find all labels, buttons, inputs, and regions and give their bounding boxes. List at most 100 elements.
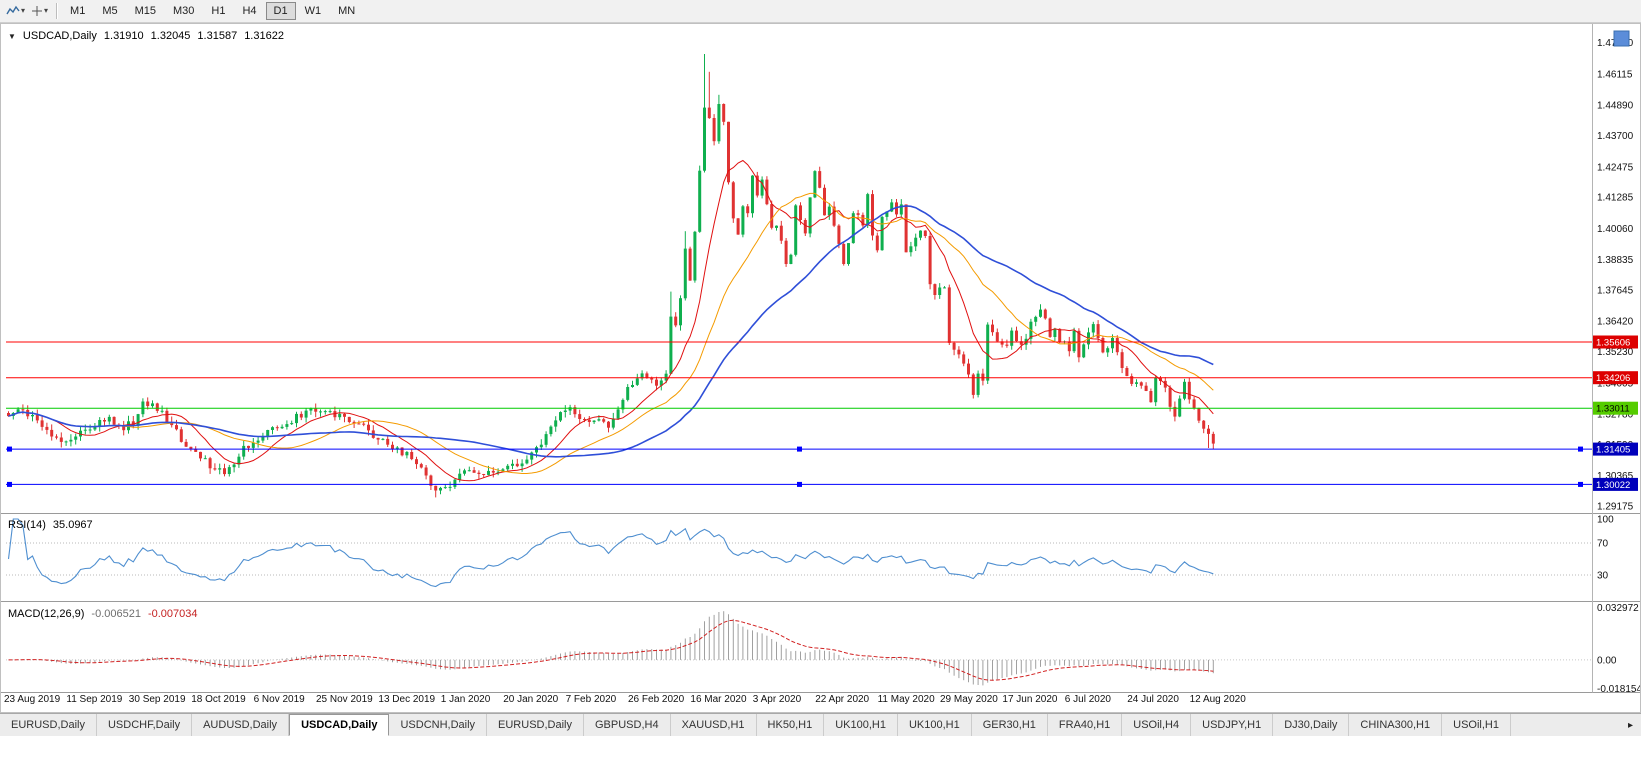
- price-tick-label: 1.35230: [1597, 347, 1634, 358]
- chart-tab-gbpusd-h4[interactable]: GBPUSD,H4: [584, 714, 671, 736]
- candle: [904, 204, 908, 253]
- candle: [314, 403, 318, 418]
- chart-canvas[interactable]: 1.473401.461151.448901.437001.424751.412…: [0, 23, 1641, 713]
- candle: [391, 441, 394, 453]
- candle: [251, 438, 255, 453]
- line-handle[interactable]: [797, 481, 802, 487]
- macd-signal-line: [8, 619, 1214, 681]
- candle: [717, 94, 721, 144]
- candle: [1211, 431, 1215, 449]
- chart-tab-usdjpy-h1[interactable]: USDJPY,H1: [1191, 714, 1274, 736]
- line-handle[interactable]: [1578, 446, 1583, 452]
- candle: [952, 341, 956, 356]
- date-label: 12 Aug 2020: [1190, 694, 1247, 705]
- chart-tab-usoil-h4[interactable]: USOil,H4: [1122, 714, 1192, 736]
- scrollbar-thumb[interactable]: [1613, 30, 1630, 47]
- candle: [712, 114, 716, 146]
- candle: [405, 451, 409, 459]
- candle: [573, 404, 577, 418]
- horizontal-line-1.31405[interactable]: [6, 446, 1592, 452]
- candle: [664, 370, 668, 384]
- candle: [539, 439, 543, 450]
- candle: [621, 398, 625, 414]
- chart-tab-usdchf-daily[interactable]: USDCHF,Daily: [97, 714, 193, 736]
- candle: [175, 419, 178, 431]
- line-handle[interactable]: [797, 446, 802, 452]
- candle: [271, 426, 274, 435]
- chart-tab-dj30-daily[interactable]: DJ30,Daily: [1273, 714, 1350, 736]
- candle: [50, 424, 54, 441]
- candle: [146, 397, 150, 410]
- chart-symbol-label: USDCAD,Daily: [22, 30, 97, 42]
- candle: [1058, 328, 1062, 344]
- crosshair-dropdown[interactable]: ▾: [28, 3, 51, 19]
- candle: [866, 192, 870, 228]
- candle: [967, 358, 970, 378]
- candle: [751, 175, 754, 218]
- chart-dropdown-icon[interactable]: ▼: [8, 31, 16, 41]
- timeframe-button-h4[interactable]: H4: [242, 5, 257, 17]
- candle: [386, 435, 390, 447]
- timeframe-button-m1[interactable]: M1: [70, 5, 86, 17]
- tab-scroll-right-button[interactable]: ▸: [1627, 719, 1633, 731]
- candle: [568, 404, 572, 415]
- candle: [746, 204, 750, 218]
- svg-text:1.30022: 1.30022: [1596, 480, 1630, 491]
- chart-type-dropdown[interactable]: ▾: [3, 3, 28, 19]
- candle: [736, 218, 740, 235]
- line-handle[interactable]: [7, 481, 12, 487]
- chart-tab-usoil-h1[interactable]: USOil,H1: [1442, 714, 1511, 736]
- chart-tab-usdcad-daily[interactable]: USDCAD,Daily: [289, 714, 390, 736]
- macd-scale-max: 0.032972: [1597, 603, 1639, 614]
- toolbar-separator: [56, 3, 58, 19]
- timeframe-button-h1[interactable]: H1: [211, 5, 226, 17]
- timeframe-button-m5[interactable]: M5: [102, 5, 118, 17]
- chart-tab-usdcnh-daily[interactable]: USDCNH,Daily: [389, 714, 488, 736]
- chart-tab-uk100-h1[interactable]: UK100,H1: [898, 714, 972, 736]
- chart-tab-uk100-h1[interactable]: UK100,H1: [824, 714, 898, 736]
- candle: [679, 295, 682, 331]
- chart-tab-xauusd-h1[interactable]: XAUUSD,H1: [671, 714, 757, 736]
- timeframe-button-d1[interactable]: D1: [265, 2, 296, 20]
- candle: [976, 370, 980, 398]
- timeframe-button-m30[interactable]: M30: [173, 5, 195, 17]
- chart-tab-china300-h1[interactable]: CHINA300,H1: [1349, 714, 1443, 736]
- chart-tab-ger30-h1[interactable]: GER30,H1: [972, 714, 1048, 736]
- candle: [266, 429, 270, 440]
- candle: [328, 409, 332, 414]
- chart-tab-eurusd-daily[interactable]: EURUSD,Daily: [0, 714, 97, 736]
- candle: [669, 291, 673, 374]
- timeframe-button-m15[interactable]: M15: [134, 5, 156, 17]
- candle: [1130, 373, 1134, 387]
- date-label: 3 Apr 2020: [753, 694, 802, 705]
- candle: [319, 409, 322, 417]
- line-handle[interactable]: [1578, 481, 1583, 487]
- horizontal-line-1.30022[interactable]: [6, 481, 1592, 487]
- line-handle[interactable]: [7, 446, 12, 452]
- chart-tab-fra40-h1[interactable]: FRA40,H1: [1048, 714, 1123, 736]
- candle: [693, 230, 697, 283]
- timeframe-button-mn[interactable]: MN: [338, 5, 356, 17]
- chart-title: ▼ USDCAD,Daily 1.31910 1.32045 1.31587 1…: [8, 30, 284, 42]
- date-label: 6 Jul 2020: [1065, 694, 1112, 705]
- candle: [381, 438, 385, 441]
- chart-tab-eurusd-daily[interactable]: EURUSD,Daily: [487, 714, 584, 736]
- candle: [1192, 396, 1196, 410]
- candle: [1111, 334, 1114, 353]
- candle: [242, 440, 246, 460]
- rsi-indicator-label: RSI(14) 35.0967: [8, 519, 93, 531]
- rsi-scale-label: 30: [1597, 571, 1609, 582]
- candle: [986, 322, 990, 384]
- candle: [261, 432, 265, 443]
- timeframe-button-w1[interactable]: W1: [304, 5, 322, 17]
- candle: [808, 197, 812, 238]
- candle: [611, 412, 615, 430]
- chart-tab-hk50-h1[interactable]: HK50,H1: [757, 714, 825, 736]
- price-tick-label: 1.37645: [1597, 286, 1634, 297]
- candle: [35, 409, 39, 424]
- candle: [607, 421, 610, 433]
- time-axis[interactable]: 23 Aug 2019 11 Sep 2019 30 Sep 2019 18 Oct …: [4, 694, 1246, 705]
- chart-tab-audusd-daily[interactable]: AUDUSD,Daily: [192, 714, 290, 736]
- caret-down-icon: ▾: [21, 6, 26, 15]
- price-tag-1.35606: 1.35606: [1593, 335, 1638, 349]
